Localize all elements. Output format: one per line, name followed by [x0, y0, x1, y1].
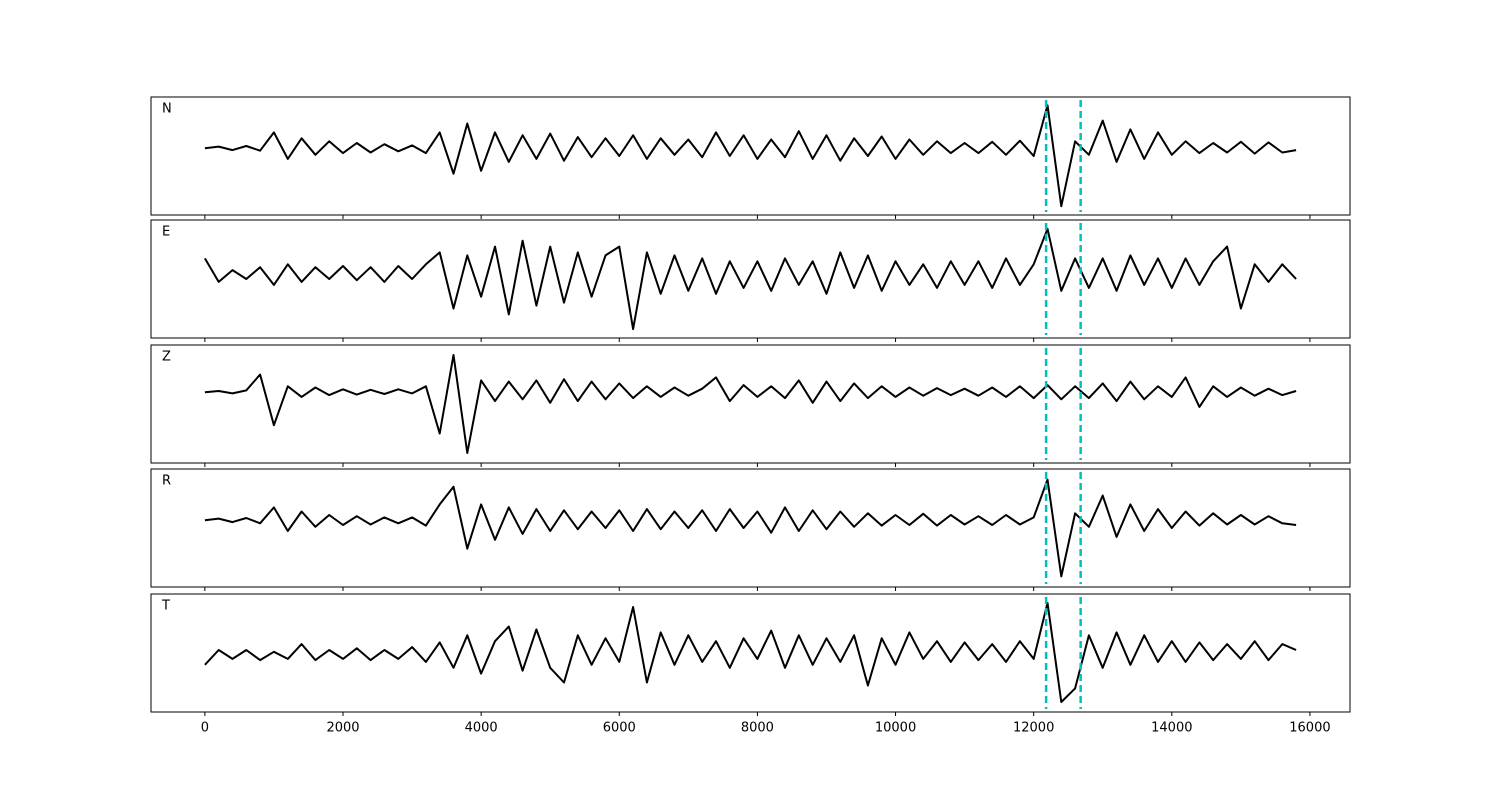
panel-frame — [150, 593, 1351, 713]
trace — [204, 601, 1297, 703]
trace — [204, 354, 1297, 454]
x-tick-label: 10000 — [875, 721, 916, 736]
panel-label: N — [162, 102, 172, 117]
x-tick-label: 6000 — [603, 721, 636, 736]
panel-label: E — [162, 225, 170, 240]
trace — [204, 104, 1297, 208]
panel-frame — [150, 96, 1351, 216]
x-tick-label: 8000 — [741, 721, 774, 736]
panel-frame — [150, 219, 1351, 339]
x-tick-label: 0 — [201, 721, 209, 736]
trace — [204, 227, 1297, 331]
panel-label: Z — [162, 350, 171, 365]
x-tick-label: 16000 — [1289, 721, 1330, 736]
x-tick-label: 4000 — [465, 721, 498, 736]
panel-label: T — [161, 599, 170, 614]
x-tick-label: 2000 — [326, 721, 359, 736]
trace — [204, 478, 1297, 578]
panel-label: R — [162, 474, 171, 489]
x-tick-label: 14000 — [1151, 721, 1192, 736]
panel-frame — [150, 468, 1351, 588]
panel-frame — [150, 344, 1351, 464]
x-tick-label: 12000 — [1013, 721, 1054, 736]
